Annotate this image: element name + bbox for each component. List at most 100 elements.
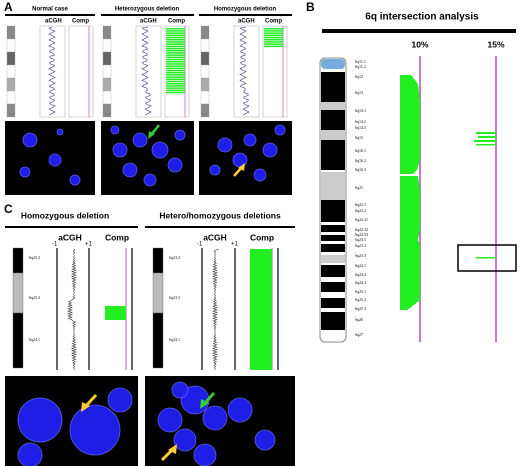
ideogram-band <box>6 77 16 92</box>
band-label: 6q24.2 <box>355 272 366 277</box>
ideogram-band <box>6 38 16 53</box>
comp-bar <box>166 47 185 50</box>
threshold-label: 15% <box>487 39 504 49</box>
ideogram-band <box>152 272 164 314</box>
comp-bar <box>166 41 185 43</box>
histogram-area <box>400 75 420 174</box>
band-label: 6q27 <box>355 332 363 337</box>
cells <box>19 124 286 187</box>
ideogram-band <box>321 225 345 232</box>
panel-a-tracks <box>6 25 288 118</box>
band-label: 6q21 <box>355 185 363 190</box>
column-title: Hetero/homozygous deletions <box>159 210 281 220</box>
ideogram-band <box>102 77 112 92</box>
ideogram-band <box>321 72 345 102</box>
scale-label: -1 <box>197 242 203 248</box>
ideogram-band <box>321 312 345 330</box>
band-label: 6q11.1 <box>355 59 366 64</box>
scale-label: -1 <box>52 242 58 248</box>
nucleus <box>274 124 286 136</box>
band-label: 6q13 <box>355 90 363 95</box>
histogram-area <box>400 176 420 310</box>
nucleus <box>232 152 248 168</box>
acgh-trace <box>48 26 56 116</box>
nucleus <box>254 429 276 451</box>
ideogram-band <box>12 272 24 314</box>
band-label: 6q16.1 <box>355 148 366 153</box>
comp-bar <box>250 249 272 370</box>
comp-bar <box>166 39 185 41</box>
comp-bar <box>166 83 185 85</box>
ideogram-band <box>321 255 345 263</box>
band-label: 6q24.1 <box>169 337 180 342</box>
band-label: 6q22.2 <box>355 208 366 213</box>
band-label: 6q14.1 <box>355 108 366 113</box>
highlight-box <box>457 244 517 272</box>
band-label: 6q25.2 <box>355 297 366 302</box>
band-label: 6q24.1 <box>29 337 40 342</box>
arrow-head <box>200 399 209 409</box>
comp-bar <box>264 45 283 48</box>
header-rule <box>199 14 292 16</box>
nucleus <box>151 141 169 159</box>
centromere <box>321 59 345 69</box>
comp-bar <box>166 72 185 74</box>
comp-bar <box>105 306 126 320</box>
histogram-bar <box>478 136 496 138</box>
panel-title: 6q intersection analysis <box>365 12 479 23</box>
nucleus <box>110 125 120 135</box>
nucleus <box>48 153 62 167</box>
comp-bar <box>166 61 185 63</box>
header-rule <box>5 14 95 16</box>
ideogram-band <box>200 90 210 105</box>
band-label: 6q24.3 <box>355 280 366 285</box>
comp-bar <box>166 30 185 32</box>
band-label: 6q15 <box>355 135 363 140</box>
ideogram-band <box>152 312 164 369</box>
scale-label: +1 <box>85 242 93 248</box>
arrow-head <box>81 402 90 412</box>
acgh-label: aCGH <box>58 232 82 242</box>
comp-bar <box>264 39 283 41</box>
scale-label: +1 <box>231 242 239 248</box>
ideogram-band <box>321 172 345 200</box>
band-label: 6q14.3 <box>355 125 366 130</box>
header-rule <box>145 226 295 228</box>
arrows <box>81 391 216 462</box>
panel-label: A <box>4 0 13 14</box>
comp-bar <box>166 52 185 54</box>
nucleus <box>69 174 81 186</box>
acgh-label: aCGH <box>203 232 227 242</box>
arrow-head <box>238 163 245 171</box>
comp-bar <box>264 32 283 34</box>
title-rule <box>322 29 516 33</box>
nucleus <box>132 132 148 148</box>
band-label: 6q16.2 <box>355 158 366 163</box>
nucleus <box>243 133 257 147</box>
track-frame <box>68 25 94 118</box>
band-label: 6q23.3 <box>355 253 366 258</box>
band-label: 6q11.2 <box>355 64 366 69</box>
nucleus <box>112 142 128 158</box>
nucleus <box>227 397 253 423</box>
arrow-head <box>168 444 177 454</box>
nucleus <box>143 173 157 187</box>
nucleus <box>17 442 43 466</box>
band-label: 6q12 <box>355 74 363 79</box>
acgh-label: aCGH <box>45 19 62 25</box>
comp-bar <box>166 45 185 48</box>
comp-bar <box>166 87 185 89</box>
deletion-histogram <box>400 75 496 310</box>
histogram-bar <box>476 132 496 134</box>
band-label: 6q14.2 <box>355 119 366 124</box>
ideogram-band <box>200 51 210 66</box>
comp-bar <box>166 78 185 81</box>
arrow-head <box>148 131 155 139</box>
ideogram-band <box>200 64 210 79</box>
ideogram-band <box>12 247 24 274</box>
ideogram-band <box>6 25 16 40</box>
acgh-trace <box>239 26 250 116</box>
band-label: 6q25.1 <box>355 289 366 294</box>
band-label: 6q23.2 <box>29 255 40 260</box>
